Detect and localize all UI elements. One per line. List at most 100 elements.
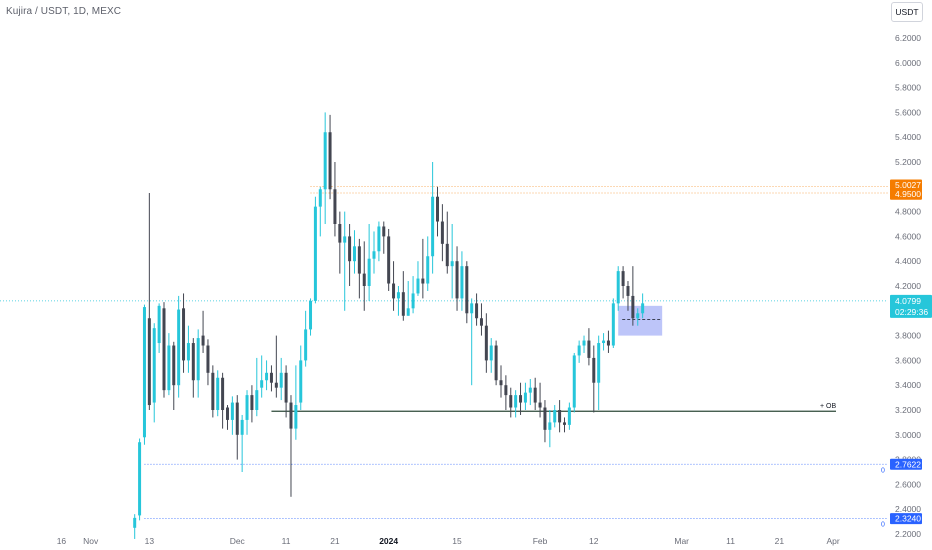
time-axis[interactable]: 16 Nov 13 Dec 11 21 2024 15 Feb 12 Mar 11 21 Apr [57,536,840,546]
consolidation-box-rect[interactable] [618,305,663,336]
price-tick-label: 3.0000 [895,430,921,440]
candle [538,382,542,418]
time-tick-label: Nov [83,536,99,546]
candle-body [597,343,601,383]
candle [186,325,190,373]
candle [616,266,620,311]
candle [343,211,347,311]
candle-body [284,372,288,403]
candle [274,335,278,398]
candle-body [265,372,269,381]
candle [182,293,186,373]
candle-body [626,286,630,296]
candle [543,400,547,443]
candle-body [196,338,200,381]
consolidation-box[interactable] [618,305,663,336]
candle-body [548,422,552,430]
candle-body [274,382,278,388]
candle [602,333,606,351]
candle [606,330,610,353]
candle [245,390,249,435]
candle [240,414,244,472]
candle-body [172,345,176,386]
resistance-low-value: 4.9500 [895,189,921,199]
candle-body [445,243,449,267]
price-tick-label: 5.4000 [895,132,921,142]
candle-body [562,422,566,425]
candle-body [387,236,391,284]
candle [309,298,313,336]
price-tick-label: 6.2000 [895,33,921,43]
price-tick-label: 4.4000 [895,256,921,266]
candle-body [426,256,430,284]
candle [558,400,562,433]
price-tick-label: 2.4000 [895,504,921,514]
price-tick-label: 5.6000 [895,107,921,117]
candle-body [162,308,166,391]
candle-body [299,360,303,403]
candle [328,114,332,200]
candle [279,357,283,401]
time-tick-label: 11 [282,536,291,546]
candle [445,211,449,274]
candle-body [416,278,420,294]
candle [567,402,571,430]
candle [382,221,386,254]
price-tick-label: 4.8000 [895,207,921,217]
candle-body [519,395,523,403]
chart-title: Kujira / USDT, 1D, MEXC [6,6,122,17]
candle [172,341,176,410]
candle [162,302,166,398]
candle-body [294,405,298,429]
candle-body [133,517,137,528]
price-tick-label: 3.4000 [895,380,921,390]
candle-body [406,308,410,316]
candle-body [352,246,356,262]
candle-body [191,343,195,381]
time-tick-label: Dec [230,536,246,546]
candle-body [509,395,513,408]
candle [348,224,352,286]
current-price-value: 4.0799 [895,296,921,306]
resistance-high-value: 5.0027 [895,180,921,190]
candle-body [382,226,386,237]
candle [504,375,508,410]
candle [621,266,625,299]
candle [260,355,264,398]
candle [304,310,308,367]
candle [553,405,557,428]
candle-body [582,340,586,346]
candle-body [616,271,620,304]
candle [426,236,430,291]
candle-body [577,345,581,356]
candle [323,112,327,224]
candle [421,238,425,299]
candle [431,162,435,274]
candle [284,365,288,418]
candle-body [362,273,366,286]
candle [211,365,215,418]
candle-body [177,309,181,386]
candle [392,261,396,311]
candle [352,230,356,274]
candle-body [479,318,483,326]
candle [475,293,479,326]
candle [235,395,239,460]
candle [177,295,181,398]
candle-body [201,335,205,346]
candle [377,221,381,262]
candle-body [450,261,454,267]
currency-button[interactable]: USDT [891,2,923,22]
candle-body [157,305,161,344]
support-low-value: 2.3240 [895,514,921,524]
price-tags: 5.0027 4.9500 4.0799 02:29:36 2.7622 2.3… [890,179,932,525]
candle [294,365,298,440]
candle-body [304,329,308,361]
time-tick-label: 12 [589,536,599,546]
candle-body [367,258,371,286]
support-high-value: 2.7622 [895,459,921,469]
price-axis[interactable]: 6.2000 6.0000 5.8000 5.6000 5.4000 5.2000 5.00… [895,33,921,539]
candle [626,281,630,311]
candle-body [372,251,376,259]
